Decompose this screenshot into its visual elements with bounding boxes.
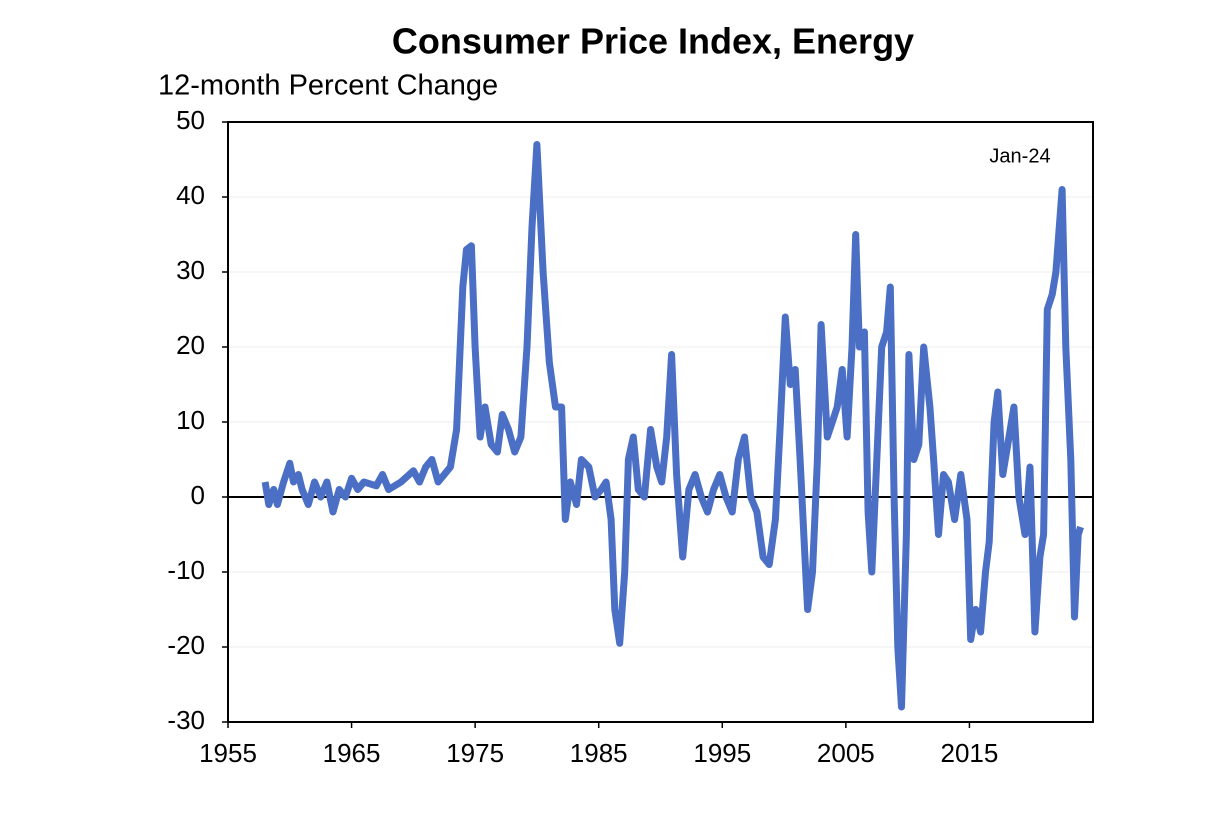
x-tick-label: 1975 <box>446 738 504 768</box>
y-tick-label: 30 <box>176 255 205 285</box>
x-tick-label: 1995 <box>693 738 751 768</box>
y-axis-label: 12-month Percent Change <box>158 70 498 102</box>
y-tick-label: 50 <box>176 105 205 135</box>
x-tick-label: 1965 <box>323 738 381 768</box>
plot-frame <box>227 121 1094 723</box>
chart-title: Consumer Price Index, Energy <box>392 21 914 62</box>
y-tick-label: -10 <box>167 555 205 585</box>
y-tick-label: 0 <box>191 480 205 510</box>
data-line <box>261 141 1084 711</box>
x-tick-label: 1955 <box>199 738 257 768</box>
y-tick-label: -20 <box>167 630 205 660</box>
x-tick-label: 2005 <box>817 738 875 768</box>
annotation: Jan-24 <box>989 145 1050 167</box>
y-tick-label: -30 <box>167 705 205 735</box>
x-tick-label: 2015 <box>941 738 999 768</box>
x-tick-label: 1985 <box>570 738 628 768</box>
y-tick-label: 20 <box>176 330 205 360</box>
y-tick-label: 10 <box>176 405 205 435</box>
y-tick-label: 40 <box>176 180 205 210</box>
